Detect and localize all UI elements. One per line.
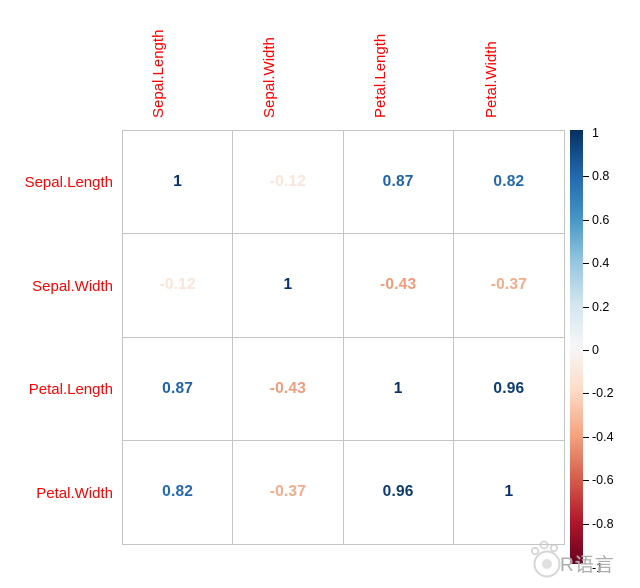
watermark-text: R语言 [560,555,615,576]
colorbar-tick [583,307,589,308]
correlation-grid: 1 -0.12 0.87 0.82 -0.12 1 -0.43 -0.37 0.… [122,130,565,545]
corr-value: 1 [173,173,183,191]
row-label-sepal-width: Sepal.Width [32,277,113,295]
row-label-petal-width: Petal.Width [36,484,113,502]
corr-cell: 1 [343,337,454,441]
colorbar-tick [583,524,589,525]
col-label-sepal-width: Sepal.Width [261,37,278,118]
colorbar-tick [583,220,589,221]
corr-cell: -0.12 [123,234,234,338]
corr-value: 1 [283,276,293,294]
corr-cell: -0.37 [233,440,344,544]
corr-cell: 1 [454,441,564,544]
colorbar-tick-label: -1 [592,561,604,575]
corr-value: 0.87 [382,173,414,191]
corr-value: -0.12 [159,276,196,294]
corr-value: -0.43 [269,379,307,397]
corr-cell: 0.82 [123,440,234,544]
corr-cell: 1 [233,234,344,338]
colorbar-tick-label: -0.4 [592,430,614,444]
corr-cell: 0.87 [343,131,454,235]
corr-value: 0.82 [162,483,194,501]
colorbar-tick-label: -0.6 [592,473,614,487]
corr-value: -0.12 [269,173,307,191]
colorbar-tick [583,263,589,264]
corr-cell: 0.82 [453,131,564,235]
corr-cell: 0.87 [123,337,234,441]
corr-cell: -0.37 [453,234,564,338]
colorbar-tick-label: 0.8 [592,169,610,183]
corr-value: -0.43 [379,276,417,294]
corr-value: 1 [504,483,514,501]
colorbar-tick-label: 0.4 [592,256,610,270]
col-label-petal-length: Petal.Length [372,33,389,118]
colorbar-tick [583,393,589,394]
corr-value: 1 [393,379,403,397]
corr-cell: 1 [123,131,234,235]
colorbar-tick-label: 0 [592,343,599,357]
corr-cell: -0.43 [343,234,454,338]
corr-value: -0.37 [269,483,307,501]
corr-cell: -0.12 [233,131,344,235]
colorbar-tick-label: 1 [592,126,599,140]
colorbar-tick-label: -0.8 [592,517,614,531]
r-yuyan-logo-icon [530,540,561,578]
corr-value: -0.37 [490,276,528,294]
colorbar-tick [583,176,589,177]
colorbar-tick-label: 0.2 [592,300,610,314]
col-label-petal-width: Petal.Width [483,41,500,118]
corr-value: 0.96 [382,483,414,501]
corr-cell: 0.96 [344,440,454,544]
corr-cell: -0.43 [233,337,344,441]
corr-value: 0.96 [493,379,525,397]
colorbar-tick-label: 0.6 [592,213,610,227]
row-label-sepal-length: Sepal.Length [24,173,113,191]
colorbar-gradient [570,130,583,564]
corr-cell: 0.96 [453,338,564,441]
colorbar-tick [583,480,589,481]
colorbar-tick [583,437,589,438]
colorbar-tick-label: -0.2 [592,386,614,400]
row-label-petal-length: Petal.Length [28,380,113,398]
corr-value: 0.82 [493,173,525,191]
corr-value: 0.87 [162,379,194,397]
col-label-sepal-length: Sepal.Length [150,29,167,118]
colorbar-tick [583,350,589,351]
